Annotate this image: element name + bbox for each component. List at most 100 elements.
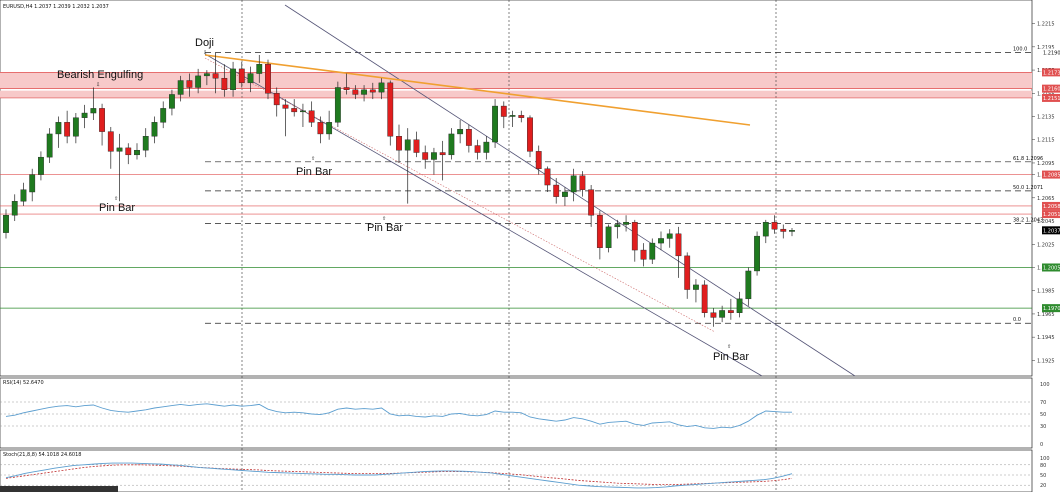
candle-body (361, 89, 367, 95)
rsi-line (5, 403, 792, 429)
price-tick-label: 1.2115 (1037, 138, 1055, 144)
stoch-tick-label: 50 (1040, 473, 1046, 479)
candle-body (169, 94, 175, 109)
label-pin-bar-2: Pin Bar (296, 166, 332, 178)
trend-lines (204, 4, 856, 377)
candle-body (116, 147, 123, 152)
arrow-pin-bar-2: ⇧ (311, 156, 315, 162)
candle-body (90, 108, 97, 114)
candle-body (29, 174, 36, 193)
rsi-tick-label: 100 (1040, 382, 1050, 388)
candle-body (334, 87, 341, 123)
candle-body (684, 255, 691, 290)
fib-label-fib_618: 61.8 1.2096 (1013, 156, 1043, 162)
price-tag-bg-s1 (1042, 263, 1060, 272)
candle-body (125, 147, 132, 156)
candle-body (771, 221, 778, 230)
candle-body (465, 129, 472, 146)
candle-body (212, 73, 219, 79)
candle-body (134, 149, 140, 156)
candle-body (509, 115, 516, 117)
price-tag-bg-r2 (1042, 201, 1060, 210)
stoch-title: Stoch(21,8,8) 54.1018 24.6018 (3, 452, 81, 458)
stoch-main-line (5, 462, 793, 489)
main-title: EURUSD,H4 1.2037 1.2039 1.2032 1.2037 (3, 4, 109, 10)
price-tick-label: 1.2195 (1037, 45, 1055, 51)
price-tag-bg-s2 (1042, 304, 1060, 313)
price-tick-label: 1.1945 (1037, 335, 1055, 341)
price-tag-zone_top: 1.2173 (1043, 70, 1060, 76)
candle-body (160, 108, 167, 123)
rsi-tick-label: 30 (1040, 424, 1046, 430)
rsi-pane (0, 377, 1033, 449)
candle-body (3, 215, 9, 233)
candle-body (186, 80, 193, 88)
stoch-tick-label: 100 (1040, 456, 1050, 462)
candle-body (64, 122, 71, 137)
price-tag-bg-zone_mid (1042, 84, 1060, 93)
fib-label-fib_382: 38.2 1.2043 (1013, 217, 1043, 223)
stoch-pane (0, 449, 1033, 492)
price-tag-s2: 1.1970 (1043, 306, 1060, 312)
candle-body (588, 189, 595, 216)
candles-group (3, 52, 795, 327)
candle-body (308, 110, 315, 123)
stoch-tick-label: 20 (1040, 483, 1046, 489)
arrow-pin-bar-3: ⇧ (382, 216, 386, 222)
candle-body (658, 238, 664, 244)
candle-body (396, 136, 402, 151)
price-tag-r1: 1.2085 (1043, 173, 1060, 179)
candle-body (448, 133, 455, 156)
rsi-indicator: 100 70 50 30 0 (0, 382, 1050, 448)
fibonacci-levels: 100.0 61.8 1.2096 50.0 1.2071 38.2 1.2043 0.… (205, 47, 1043, 324)
candle-body (352, 89, 359, 95)
candle-body (614, 224, 621, 228)
candle-body (500, 105, 507, 117)
candle-body (317, 122, 324, 135)
candle-body (273, 93, 280, 106)
candle-body (195, 75, 202, 88)
candle-body (754, 235, 760, 272)
candle-body (701, 284, 708, 313)
price-tag-r3: 1.2051 (1043, 212, 1060, 218)
candle-body (151, 122, 158, 137)
price-tag-bg-r1 (1042, 170, 1060, 179)
price-tag-zone_mid: 1.2160 (1043, 87, 1060, 93)
candle-body (300, 110, 306, 113)
candle-body (640, 249, 647, 260)
candle-body (55, 122, 62, 135)
candle-body (247, 73, 254, 84)
price-tick-label: 1.2135 (1037, 115, 1055, 121)
candle-body (605, 226, 612, 248)
bottom-toolbar-strip (0, 486, 118, 492)
candle-body (282, 104, 289, 109)
candle-body (649, 242, 656, 260)
candle-body (343, 87, 350, 91)
arrow-pin-bar-1: ⇧ (114, 196, 118, 202)
candle-body (265, 64, 271, 94)
candle-body (631, 221, 638, 251)
annotations: Doji ⇩ Bearish Engulfing ⇩ Pin Bar ⇧ Pin… (57, 37, 749, 363)
fib-label-fib_500: 50.0 1.2071 (1013, 185, 1043, 191)
price-tick-label: 1.2045 (1037, 219, 1055, 225)
candle-body (11, 201, 18, 216)
candle-body (457, 129, 464, 135)
candle-body (38, 156, 44, 175)
candle-body (404, 139, 411, 151)
price-tags: 1.2173 1.2160 1.2151 1.2085 1.2058 1.2051 1.20… (1042, 48, 1060, 313)
candle-body (431, 152, 437, 160)
rsi-tick-label: 70 (1040, 400, 1046, 406)
candle-body (780, 228, 787, 232)
channel-mid-dotted-line (204, 57, 716, 333)
candle-body (579, 175, 586, 190)
price-tag-fib_100: 1.2190 (1043, 51, 1060, 57)
stoch-tick-label: 80 (1040, 463, 1046, 469)
resistance-zone-upper (0, 72, 1032, 89)
rsi-tick-label: 50 (1040, 412, 1046, 418)
label-pin-bar-1: Pin Bar (99, 202, 135, 214)
label-pin-bar-3: Pin Bar (367, 222, 403, 234)
price-tick-label: 1.2065 (1037, 196, 1055, 202)
price-tag-current: 1.2037 (1043, 228, 1060, 234)
